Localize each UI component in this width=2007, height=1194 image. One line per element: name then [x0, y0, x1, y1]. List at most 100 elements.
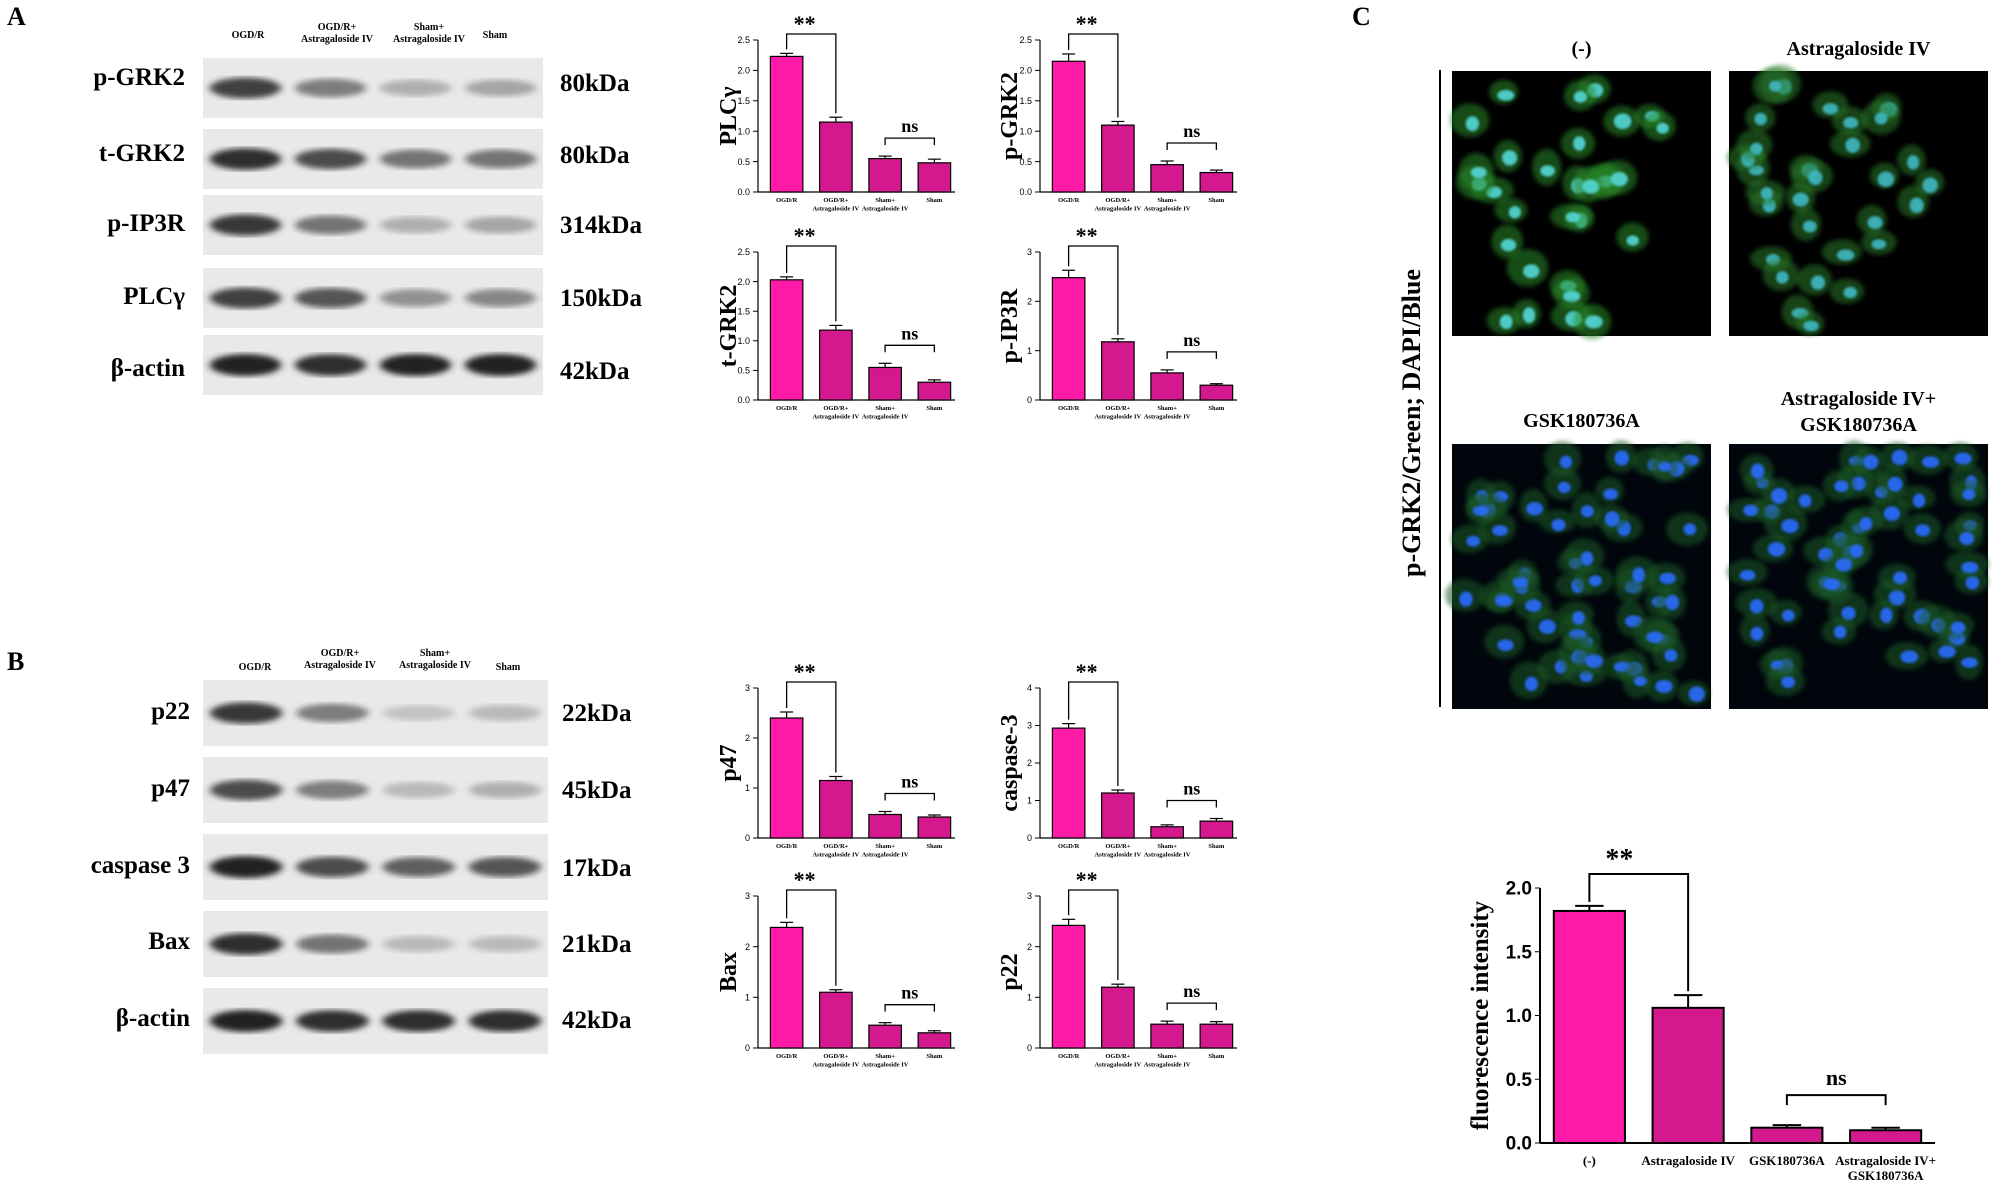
bar [1750, 1126, 1824, 1144]
bar [769, 279, 804, 401]
blot-strip [203, 335, 543, 395]
y-tick-label: 1.5 [737, 96, 750, 106]
x-tick-label: OGD/R+ [1105, 405, 1130, 412]
x-tick-label: OGD/R+ [1105, 197, 1130, 204]
y-tick-label: 2.0 [737, 277, 750, 287]
blot-band [379, 354, 452, 376]
panel-a-label: A [7, 2, 26, 31]
significance-bracket [1166, 799, 1218, 808]
protein-label: p-IP3R [107, 210, 185, 237]
x-tick-label: Astragaloside IV [862, 852, 909, 859]
y-tick-label: 2 [1027, 942, 1032, 952]
significance-bracket [785, 681, 837, 773]
cell-nucleus [1792, 192, 1809, 207]
y-tick-label: 1 [1027, 796, 1032, 806]
cell-nucleus [1658, 461, 1671, 472]
significance-label: ns [1183, 121, 1200, 141]
y-tick-label: 4 [1027, 683, 1032, 693]
blot-band [382, 857, 455, 877]
cell-nucleus [1822, 102, 1839, 115]
cell-nucleus [1656, 122, 1669, 134]
bar [1150, 372, 1184, 401]
y-tick-label: 1.0 [737, 126, 750, 136]
blot-band [464, 289, 537, 307]
protein-label: p47 [151, 775, 190, 802]
blot-band [382, 1010, 455, 1032]
cell-nucleus [1871, 239, 1887, 250]
x-tick-label: Sham+ [875, 405, 895, 412]
blot-band [294, 78, 367, 98]
cell-nucleus [1526, 502, 1543, 516]
cell-nucleus [1770, 487, 1788, 504]
significance-bracket [884, 792, 936, 801]
kda-label: 21kDa [562, 931, 632, 958]
cell-nucleus [1499, 314, 1513, 330]
cell-nucleus [1659, 572, 1677, 585]
cell-nucleus [1580, 505, 1595, 518]
bar [917, 816, 952, 839]
blot-strip [203, 195, 543, 255]
significance-bracket [1166, 142, 1218, 150]
cell-nucleus [1938, 645, 1956, 658]
cell-nucleus [1497, 639, 1514, 651]
bar [1051, 727, 1086, 839]
y-tick-label: 2.0 [1019, 66, 1032, 76]
blot-band [296, 1010, 369, 1032]
significance-bracket [1166, 1002, 1218, 1011]
image-title: Astragaloside IV+ GSK180736A [1780, 388, 1937, 436]
bar [1849, 1129, 1923, 1144]
cell-nucleus [1907, 154, 1920, 170]
cell-nucleus [1603, 488, 1618, 500]
kda-label: 42kDa [562, 1007, 632, 1034]
cell-nucleus [1961, 657, 1978, 668]
panel-b-label: B [7, 647, 25, 676]
y-tick-label: 0.0 [737, 395, 750, 405]
blot-band [209, 354, 282, 376]
cell-nucleus [1749, 599, 1764, 614]
cell-nucleus [1754, 112, 1767, 126]
cell-nucleus [1845, 137, 1861, 153]
cell-nucleus [1961, 561, 1979, 574]
bar [1051, 277, 1086, 401]
x-tick-label: Astragaloside IV [812, 1062, 859, 1069]
cell-nucleus [1954, 452, 1972, 465]
y-tick-label: 2 [1027, 296, 1032, 306]
cell-nucleus [1665, 594, 1680, 611]
x-tick-label: Astragaloside IV [812, 852, 859, 859]
cell-nucleus [1508, 206, 1521, 219]
blot-band [209, 287, 282, 309]
x-tick-label: Astragaloside IV [1641, 1153, 1735, 1168]
blot-band [209, 214, 282, 236]
blot-band [209, 77, 282, 99]
x-tick-label: Sham+ [875, 843, 895, 850]
blot-band [209, 1010, 283, 1032]
significance-label: ns [1183, 330, 1200, 350]
significance-bracket [1166, 351, 1218, 359]
bar [917, 381, 952, 401]
cell-nucleus [1501, 150, 1518, 166]
y-axis-label: fluorescence intensity [1467, 900, 1494, 1130]
cell-nucleus [1863, 454, 1879, 470]
y-tick-label: 1 [1027, 992, 1032, 1002]
blot-band [379, 79, 452, 97]
significance-label: ** [1076, 223, 1098, 248]
image-title: GSK180736A [1523, 410, 1640, 432]
cell-nucleus [1580, 551, 1594, 566]
significance-bracket [785, 245, 837, 322]
cell-nucleus [1781, 518, 1799, 534]
x-tick-label: Sham [1208, 197, 1224, 204]
significance-label: ** [1076, 867, 1098, 892]
cell-nucleus [1877, 171, 1895, 188]
x-tick-label: Astragaloside IV [1144, 1062, 1191, 1069]
protein-label: β-actin [110, 355, 185, 382]
significance-bracket [1588, 873, 1690, 992]
lane-label: OGD/R+ Astragaloside IV [304, 648, 376, 671]
cell-nucleus [1843, 286, 1858, 299]
y-tick-label: 3 [1027, 721, 1032, 731]
lane-label: OGD/R+ Astragaloside IV [301, 22, 373, 45]
significance-label: ** [1076, 659, 1098, 684]
cell-nucleus [1921, 456, 1940, 468]
bar [1051, 924, 1086, 1049]
